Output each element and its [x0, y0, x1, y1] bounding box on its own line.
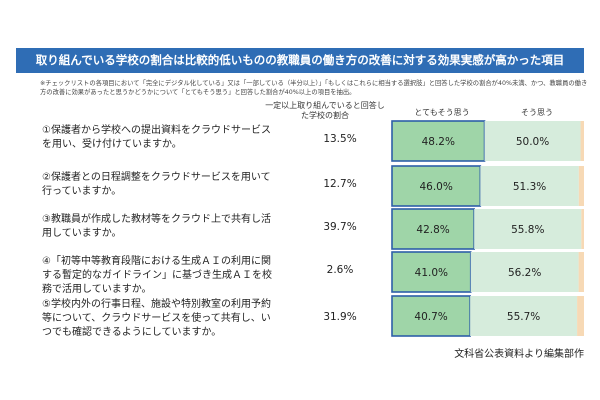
bar-agree-2 [480, 166, 579, 206]
bar-agree-1 [484, 121, 581, 161]
bar-other-5 [577, 296, 584, 336]
chart-note: ※チェックリストの各項目において「完全にデジタル化している」又は「一部している（… [40, 80, 588, 96]
bar-other-4 [578, 252, 584, 292]
bar-strong-3 [391, 208, 475, 250]
bar-agree-5 [470, 296, 578, 336]
chart-title: 取り組んでいる学校の割合は比較的低いものの教職員の働き方の改善に対する効果実感が… [16, 48, 584, 73]
rate-value-1: 13.5% [323, 133, 357, 145]
bar-agree-4 [470, 252, 579, 292]
header-strong: とてもそう思う [414, 108, 470, 117]
question-3: ③教職員が作成した教材等をクラウド上で共有し活用していますか。 [42, 214, 271, 239]
bar-agree-3 [474, 209, 582, 249]
label-agree-3: 55.8% [511, 224, 544, 236]
bar-strong-4 [391, 251, 472, 293]
bar-other-3 [581, 209, 584, 249]
label-strong-5: 40.7% [414, 311, 447, 323]
bar-strong-1 [391, 120, 486, 162]
rate-value-3: 39.7% [323, 221, 357, 233]
bar-other-2 [578, 166, 584, 206]
label-agree-5: 55.7% [507, 311, 540, 323]
source-note: 文科省公表資料より編集部作 [454, 349, 584, 360]
rate-value-4: 2.6% [326, 264, 354, 276]
question-1: ①保護者から学校への提出資料をクラウドサービスを用い、受け付けていますか。 [42, 125, 271, 150]
header-agree: そう思う [521, 108, 553, 117]
bar-other-1 [580, 121, 584, 161]
label-strong-4: 41.0% [415, 267, 448, 279]
label-strong-2: 46.0% [419, 181, 452, 193]
label-agree-4: 56.2% [508, 267, 541, 279]
question-4: ④「初等中等教育段階における生成ＡＩの利用に関する暫定的なガイドライン」に基づき… [42, 256, 272, 295]
label-agree-1: 50.0% [516, 136, 549, 148]
label-strong-1: 48.2% [422, 136, 455, 148]
label-agree-2: 51.3% [513, 181, 546, 193]
rate-value-2: 12.7% [323, 178, 357, 190]
bar-strong-2 [391, 165, 482, 207]
header-rate: 一定以上取り組んでいると回答した学校の割合 [265, 101, 385, 120]
bar-strong-5 [391, 295, 471, 337]
question-2: ②保護者との日程調整をクラウドサービスを用いて行っていますか。 [42, 172, 271, 197]
question-5: ⑤学校内外の行事日程、施設や特別教室の利用予約等について、クラウドサービスを使っ… [42, 299, 271, 338]
rate-value-5: 31.9% [323, 311, 357, 323]
label-strong-3: 42.8% [416, 224, 449, 236]
